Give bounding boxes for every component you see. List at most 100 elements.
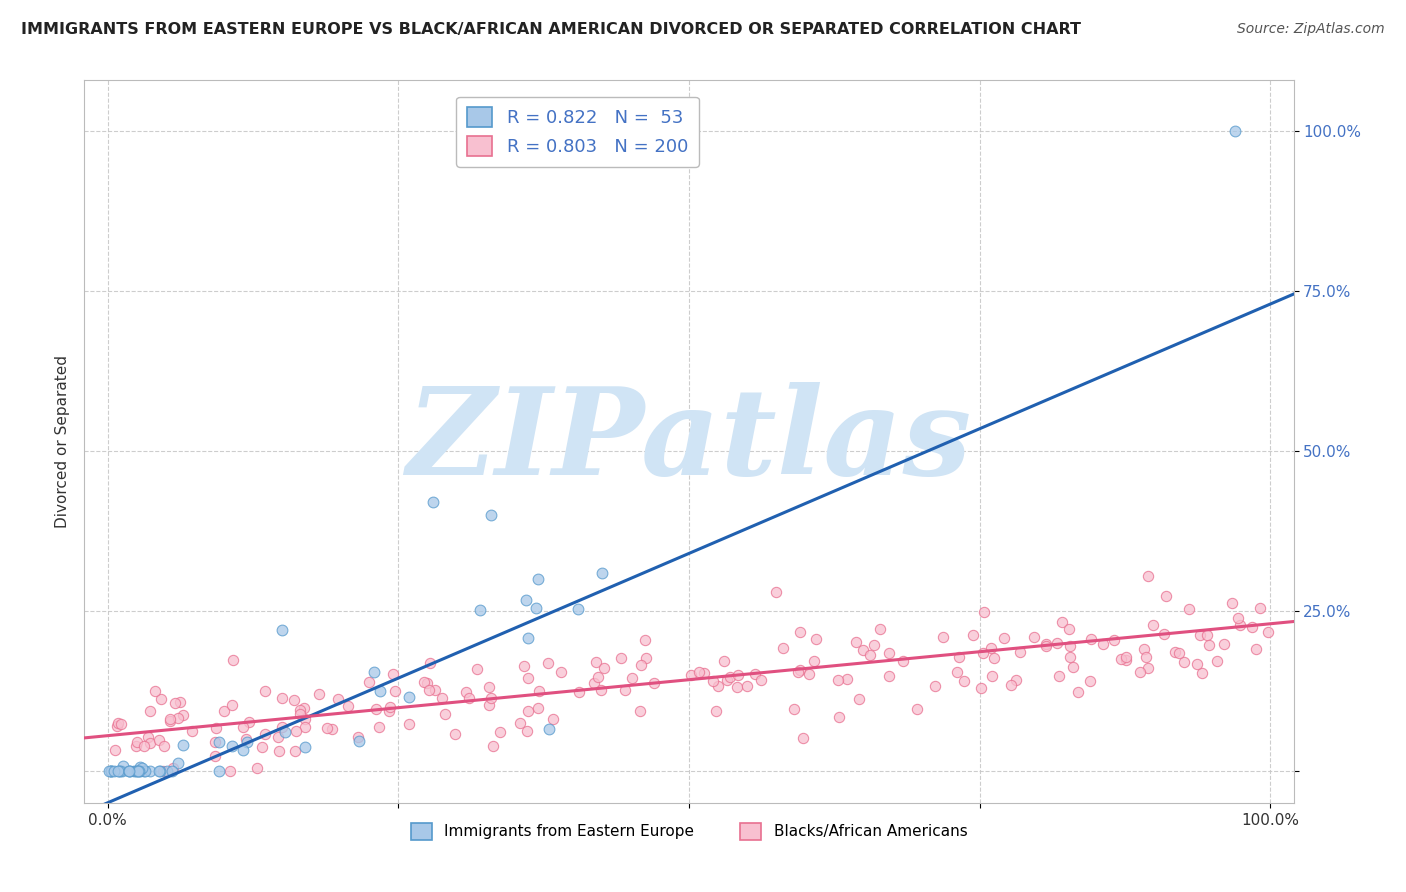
Point	[613, 683, 636, 698]
Point	[118, 764, 141, 778]
Point	[398, 717, 420, 731]
Point	[1154, 589, 1177, 603]
Point	[980, 641, 1002, 656]
Point	[953, 674, 976, 689]
Point	[1222, 596, 1244, 610]
Point	[789, 663, 811, 677]
Point	[749, 673, 772, 687]
Point	[398, 690, 420, 705]
Point	[636, 651, 658, 665]
Point	[1022, 630, 1045, 644]
Point	[527, 572, 550, 586]
Point	[1062, 660, 1084, 674]
Point	[924, 679, 946, 693]
Point	[772, 641, 794, 656]
Text: ZIPatlas: ZIPatlas	[406, 383, 972, 500]
Point	[1057, 622, 1080, 636]
Point	[149, 692, 172, 706]
Point	[1111, 652, 1133, 666]
Point	[132, 764, 155, 778]
Point	[585, 656, 607, 670]
Point	[97, 764, 120, 778]
Point	[489, 724, 512, 739]
Point	[165, 696, 187, 710]
Point	[152, 764, 174, 778]
Point	[153, 739, 176, 754]
Point	[169, 696, 191, 710]
Point	[983, 651, 1005, 665]
Point	[1249, 600, 1271, 615]
Point	[718, 670, 741, 684]
Point	[107, 764, 129, 778]
Point	[526, 701, 548, 715]
Point	[112, 758, 135, 772]
Point	[1050, 615, 1073, 629]
Point	[138, 704, 160, 718]
Point	[127, 764, 149, 778]
Point	[425, 682, 447, 697]
Point	[516, 631, 538, 645]
Point	[479, 690, 502, 705]
Point	[735, 679, 758, 693]
Point	[568, 684, 591, 698]
Point	[124, 764, 146, 778]
Point	[482, 739, 505, 753]
Point	[1153, 627, 1175, 641]
Point	[744, 666, 766, 681]
Point	[357, 674, 380, 689]
Point	[246, 761, 269, 775]
Point	[219, 764, 242, 778]
Point	[290, 706, 312, 721]
Point	[294, 740, 316, 755]
Point	[1187, 657, 1209, 671]
Point	[100, 764, 122, 778]
Point	[271, 623, 294, 637]
Point	[111, 764, 134, 778]
Point	[513, 659, 536, 673]
Point	[222, 652, 245, 666]
Point	[702, 673, 724, 688]
Point	[416, 676, 439, 690]
Point	[433, 707, 456, 722]
Point	[517, 704, 540, 718]
Point	[679, 667, 702, 681]
Point	[454, 685, 477, 699]
Point	[136, 730, 159, 744]
Point	[271, 690, 294, 705]
Point	[148, 764, 170, 778]
Point	[208, 735, 231, 749]
Point	[283, 693, 305, 707]
Point	[221, 739, 243, 753]
Point	[948, 649, 970, 664]
Point	[1189, 628, 1212, 642]
Point	[125, 735, 148, 749]
Point	[1035, 639, 1057, 653]
Point	[128, 764, 150, 778]
Legend: Immigrants from Eastern Europe, Blacks/African Americans: Immigrants from Eastern Europe, Blacks/A…	[405, 817, 973, 846]
Point	[267, 730, 290, 744]
Point	[253, 727, 276, 741]
Point	[236, 735, 259, 749]
Point	[789, 624, 811, 639]
Point	[292, 701, 315, 715]
Point	[288, 703, 311, 717]
Point	[274, 725, 297, 739]
Point	[1135, 649, 1157, 664]
Point	[124, 764, 146, 778]
Point	[1191, 665, 1213, 680]
Point	[517, 671, 540, 685]
Point	[541, 712, 564, 726]
Point	[848, 692, 870, 706]
Point	[550, 665, 572, 679]
Point	[221, 698, 243, 712]
Point	[162, 761, 184, 775]
Point	[1080, 632, 1102, 647]
Point	[973, 605, 995, 619]
Point	[803, 654, 825, 668]
Point	[765, 584, 787, 599]
Point	[893, 654, 915, 668]
Point	[205, 721, 228, 735]
Point	[104, 743, 127, 757]
Point	[478, 680, 501, 694]
Point	[321, 722, 343, 736]
